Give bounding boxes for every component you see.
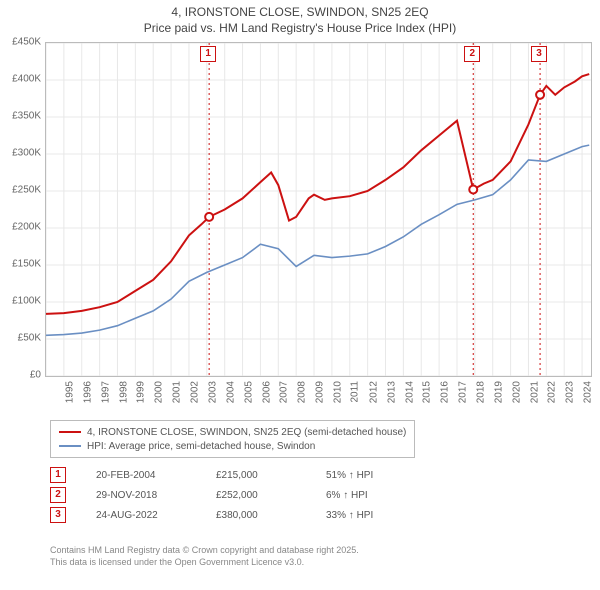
x-tick-label: 2012 xyxy=(368,381,379,403)
x-tick-label: 1998 xyxy=(118,381,129,403)
marker-flag: 3 xyxy=(531,46,547,62)
y-tick-label: £50K xyxy=(1,333,41,344)
legend-swatch xyxy=(59,445,81,447)
x-tick-label: 2016 xyxy=(439,381,450,403)
y-tick-label: £0 xyxy=(1,370,41,381)
legend-label: HPI: Average price, semi-detached house,… xyxy=(87,441,315,452)
x-tick-label: 2024 xyxy=(582,381,593,403)
plot-area xyxy=(45,42,592,377)
transaction-row: 1 20-FEB-2004£215,00051% ↑ HPI xyxy=(50,465,426,485)
y-tick-label: £350K xyxy=(1,111,41,122)
x-tick-label: 2023 xyxy=(565,381,576,403)
transaction-table: 1 20-FEB-2004£215,00051% ↑ HPI 2 29-NOV-201… xyxy=(50,465,426,525)
x-tick-label: 2001 xyxy=(171,381,182,403)
legend-label: 4, IRONSTONE CLOSE, SWINDON, SN25 2EQ (s… xyxy=(87,427,406,438)
chart-svg xyxy=(46,43,591,376)
legend-item: 4, IRONSTONE CLOSE, SWINDON, SN25 2EQ (s… xyxy=(59,425,406,439)
x-tick-label: 1995 xyxy=(64,381,75,403)
legend-item: HPI: Average price, semi-detached house,… xyxy=(59,439,406,453)
x-tick-label: 1999 xyxy=(136,381,147,403)
transaction-date: 24-AUG-2022 xyxy=(96,510,216,521)
x-tick-label: 2002 xyxy=(189,381,200,403)
x-tick-label: 2005 xyxy=(243,381,254,403)
x-tick-label: 2007 xyxy=(279,381,290,403)
marker-flag: 2 xyxy=(464,46,480,62)
x-tick-label: 2019 xyxy=(493,381,504,403)
transaction-row: 3 24-AUG-2022£380,00033% ↑ HPI xyxy=(50,505,426,525)
chart-title: 4, IRONSTONE CLOSE, SWINDON, SN25 2EQ Pr… xyxy=(0,0,600,36)
x-tick-label: 2004 xyxy=(225,381,236,403)
transaction-pct: 51% ↑ HPI xyxy=(326,470,426,481)
transaction-price: £215,000 xyxy=(216,470,326,481)
y-tick-label: £400K xyxy=(1,74,41,85)
x-tick-label: 1997 xyxy=(100,381,111,403)
y-tick-label: £450K xyxy=(1,37,41,48)
x-tick-label: 2018 xyxy=(475,381,486,403)
y-tick-label: £150K xyxy=(1,259,41,270)
y-tick-label: £300K xyxy=(1,148,41,159)
x-tick-label: 2000 xyxy=(154,381,165,403)
x-tick-label: 2022 xyxy=(547,381,558,403)
transaction-marker: 1 xyxy=(50,467,66,483)
y-tick-label: £250K xyxy=(1,185,41,196)
x-tick-label: 2014 xyxy=(404,381,415,403)
transaction-pct: 33% ↑ HPI xyxy=(326,510,426,521)
footer: Contains HM Land Registry data © Crown c… xyxy=(50,545,359,568)
title-line2: Price paid vs. HM Land Registry's House … xyxy=(0,20,600,36)
legend-swatch xyxy=(59,431,81,433)
x-tick-label: 1996 xyxy=(82,381,93,403)
x-tick-label: 2010 xyxy=(332,381,343,403)
x-tick-label: 2009 xyxy=(314,381,325,403)
marker-flag: 1 xyxy=(200,46,216,62)
x-tick-label: 2017 xyxy=(457,381,468,403)
title-line1: 4, IRONSTONE CLOSE, SWINDON, SN25 2EQ xyxy=(0,4,600,20)
transaction-marker: 3 xyxy=(50,507,66,523)
x-tick-label: 2008 xyxy=(297,381,308,403)
x-tick-label: 2015 xyxy=(422,381,433,403)
chart-container: 4, IRONSTONE CLOSE, SWINDON, SN25 2EQ Pr… xyxy=(0,0,600,590)
y-tick-label: £200K xyxy=(1,222,41,233)
transaction-price: £380,000 xyxy=(216,510,326,521)
legend: 4, IRONSTONE CLOSE, SWINDON, SN25 2EQ (s… xyxy=(50,420,415,458)
transaction-date: 29-NOV-2018 xyxy=(96,490,216,501)
x-tick-label: 2011 xyxy=(349,381,360,403)
transaction-pct: 6% ↑ HPI xyxy=(326,490,426,501)
footer-line2: This data is licensed under the Open Gov… xyxy=(50,557,359,569)
transaction-row: 2 29-NOV-2018£252,0006% ↑ HPI xyxy=(50,485,426,505)
transaction-date: 20-FEB-2004 xyxy=(96,470,216,481)
transaction-price: £252,000 xyxy=(216,490,326,501)
x-tick-label: 2006 xyxy=(261,381,272,403)
footer-line1: Contains HM Land Registry data © Crown c… xyxy=(50,545,359,557)
x-tick-label: 2021 xyxy=(529,381,540,403)
y-tick-label: £100K xyxy=(1,296,41,307)
x-tick-label: 2003 xyxy=(207,381,218,403)
x-tick-label: 2020 xyxy=(511,381,522,403)
x-tick-label: 2013 xyxy=(386,381,397,403)
transaction-marker: 2 xyxy=(50,487,66,503)
